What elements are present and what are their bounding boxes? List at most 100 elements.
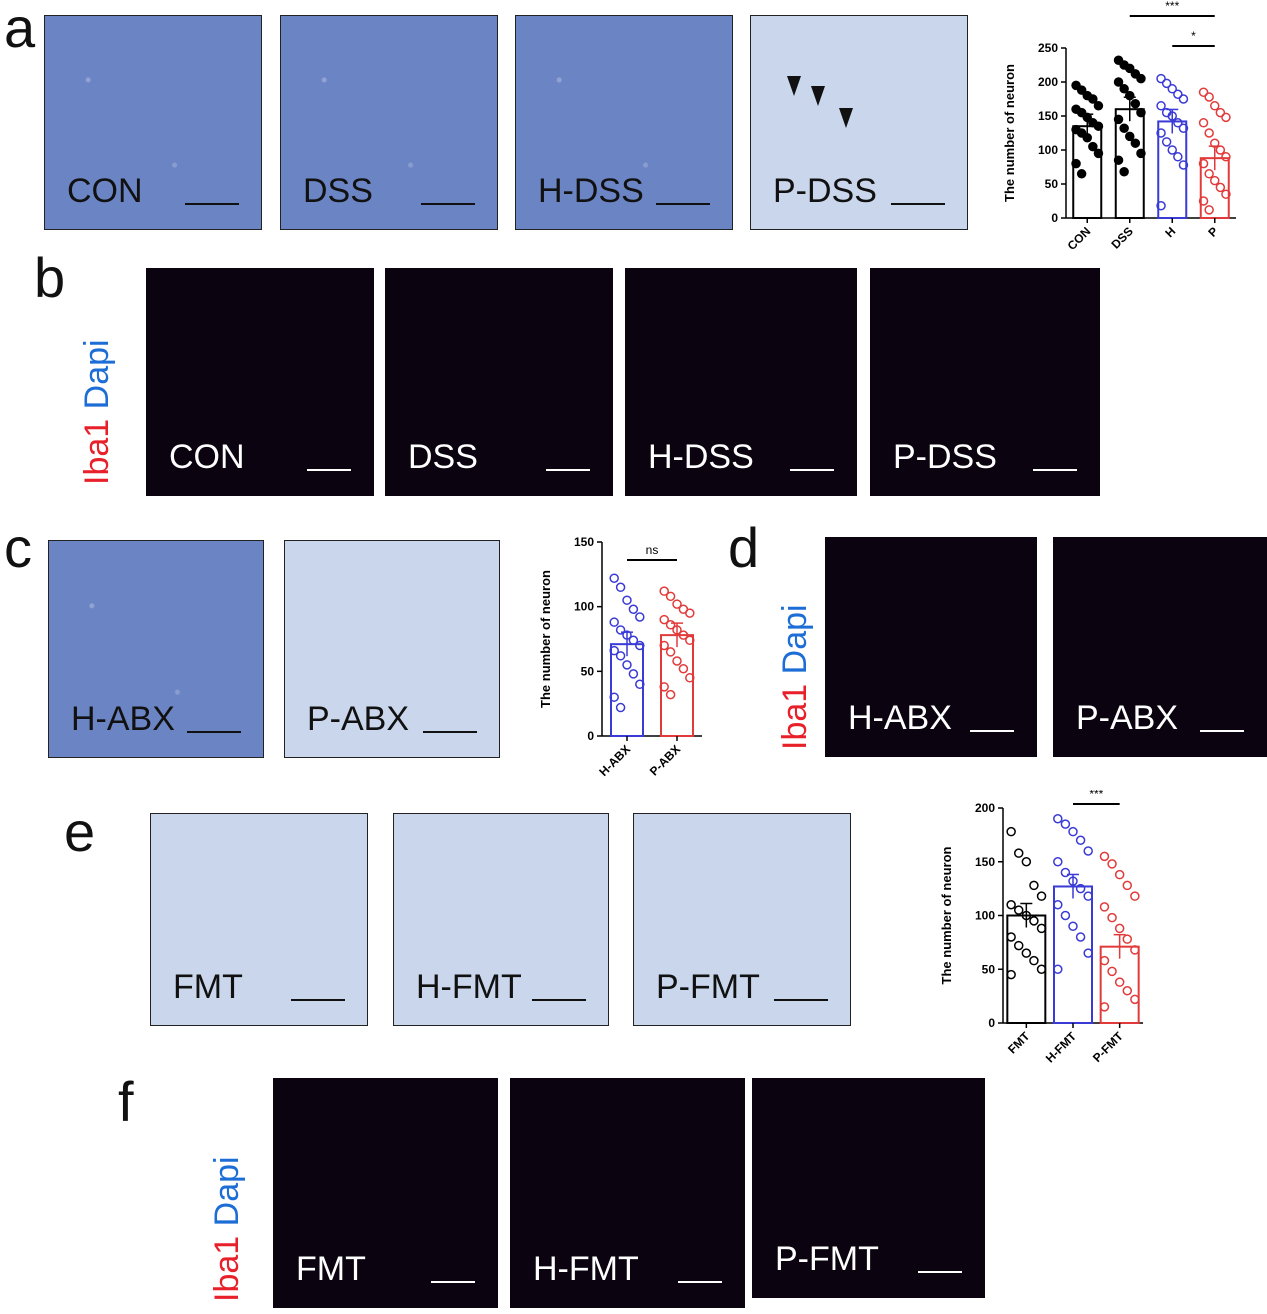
scale-bar [532,999,586,1001]
data-point [1029,955,1039,966]
data-point [1088,94,1098,104]
data-point [622,630,632,640]
image-label: P-FMT [775,1240,879,1278]
data-point [1198,196,1209,206]
image-label: H-ABX [848,699,952,737]
image-c-h-abx: H-ABX [48,540,264,758]
data-point [1122,934,1133,944]
image-d-p-abx: P-ABX [1053,537,1267,757]
data-point [1198,158,1209,169]
data-point [1068,876,1078,886]
image-label: H-DSS [538,172,644,210]
data-point [1068,826,1078,837]
x-tick-label: FMT [1005,1029,1033,1057]
bar [660,634,694,737]
data-point [1173,118,1183,128]
data-point [659,614,669,625]
x-tick-label: P-FMT [1090,1029,1126,1065]
significance-label: *** [1165,0,1179,13]
y-tick-label: 200 [1038,75,1058,89]
data-point [1076,85,1087,95]
image-label: P-ABX [307,700,410,738]
data-point [1093,101,1104,111]
bar [610,643,644,737]
image-a-p-dss: P-DSS [750,15,968,230]
data-point [1053,857,1063,867]
data-point [659,682,669,692]
data-point [615,582,626,593]
data-point [1060,819,1071,829]
chart-e: The number of neuron 0 50 100 150 200 FMT H-FMT… [939,790,1143,1066]
y-tick-label: 250 [1038,41,1058,55]
data-point [1130,138,1141,148]
data-point [1099,851,1110,862]
data-point [1036,964,1047,974]
stain-label-b: Iba1 Dapi [78,339,117,485]
image-label: P-DSS [893,438,997,476]
data-point [665,647,676,657]
data-point [665,591,676,602]
data-point [1036,891,1047,901]
data-point [1060,910,1071,921]
data-point [1006,900,1016,910]
significance-label: ns [646,543,659,557]
scale-bar [774,999,828,1001]
data-point [628,604,639,615]
panel-letter-c: c [4,516,32,579]
data-point [1053,814,1063,824]
data-point [672,656,682,666]
data-point [1107,859,1117,869]
data-point [1156,128,1166,138]
bar [1053,885,1093,1024]
data-point [622,595,632,605]
image-label: P-ABX [1076,699,1179,737]
data-point [1076,169,1087,179]
data-point [1221,152,1231,162]
image-label: DSS [303,172,373,210]
bar [1157,120,1188,219]
data-point [1130,994,1140,1005]
image-label: P-FMT [656,968,760,1006]
data-point [1113,114,1124,125]
data-point [685,608,695,618]
data-point [1173,89,1183,99]
data-point [1021,857,1032,867]
stain-red: Iba1 [208,1235,246,1302]
image-e-p-fmt: P-FMT [633,813,851,1026]
x-tick-label: H-FMT [1043,1029,1080,1066]
data-point [1156,201,1166,211]
data-point [628,635,639,646]
panel-letter-a: a [4,0,36,59]
data-point [635,679,645,690]
y-tick-label: 50 [982,962,996,976]
data-point [628,669,639,679]
data-point [609,692,619,702]
image-label: H-FMT [416,968,522,1006]
image-e-h-fmt: H-FMT [393,813,609,1026]
data-point [665,689,676,700]
y-axis-label: The number of neuron [939,846,954,984]
data-point [1221,112,1231,123]
data-point [615,651,626,661]
scale-bar [970,730,1014,732]
image-label: FMT [173,968,243,1006]
data-point [1053,900,1063,910]
y-tick-label: 0 [988,1016,995,1030]
data-point [1210,101,1220,111]
stain-label-d: Iba1 Dapi [776,604,815,750]
data-point [672,599,682,609]
data-point [1107,912,1117,923]
y-tick-label: 100 [1038,143,1058,157]
panel-letter-d: d [728,516,760,579]
image-label: H-DSS [648,438,754,476]
data-point [1082,112,1092,123]
data-point [1029,916,1039,926]
data-point [1093,148,1104,159]
data-point [609,617,619,627]
panel-letter-e: e [64,800,96,863]
data-point [1178,160,1189,170]
scale-bar [431,1281,475,1283]
y-tick-label: 100 [975,909,995,923]
data-point [1204,128,1214,138]
data-point [1136,107,1146,118]
